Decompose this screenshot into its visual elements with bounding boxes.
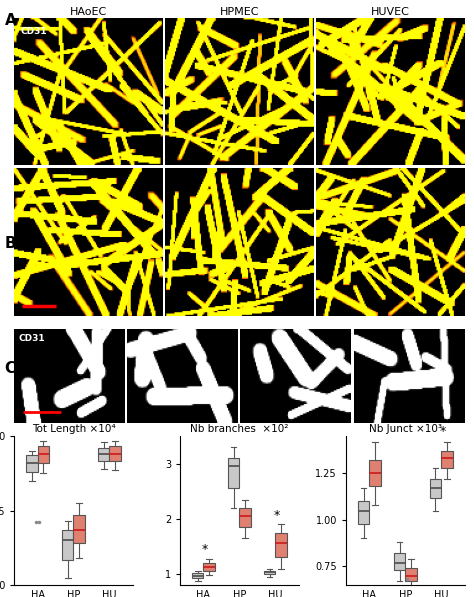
Title: HPMEC: HPMEC (219, 7, 259, 17)
Text: *: * (202, 543, 209, 556)
Text: CD31: CD31 (20, 27, 47, 36)
Bar (62, 530, 73, 560)
Bar (192, 573, 203, 578)
Text: CD31: CD31 (18, 334, 46, 343)
Text: C: C (5, 361, 16, 376)
Text: *: * (274, 509, 280, 522)
Bar (441, 451, 453, 467)
Title: Nb Junct ×10³: Nb Junct ×10³ (369, 424, 442, 434)
Title: Nb branches  ×10²: Nb branches ×10² (190, 424, 289, 434)
Text: B: B (5, 236, 17, 251)
Text: A: A (5, 13, 17, 28)
Bar (37, 447, 49, 463)
Bar (264, 571, 275, 574)
Bar (394, 553, 405, 570)
Bar (203, 563, 215, 571)
Title: Tot Length ×10⁴: Tot Length ×10⁴ (32, 424, 115, 434)
Title: HUVEC: HUVEC (371, 7, 410, 17)
Bar (358, 501, 369, 524)
Title: HAoEC: HAoEC (70, 7, 107, 17)
Bar (109, 447, 121, 461)
Bar (98, 448, 109, 461)
Bar (73, 515, 85, 543)
Bar (369, 460, 381, 487)
Bar (239, 508, 251, 527)
Bar (405, 568, 417, 581)
Bar (228, 458, 239, 488)
Bar (430, 479, 441, 497)
Bar (275, 533, 287, 558)
Bar (26, 456, 37, 472)
Text: *: * (440, 425, 446, 438)
